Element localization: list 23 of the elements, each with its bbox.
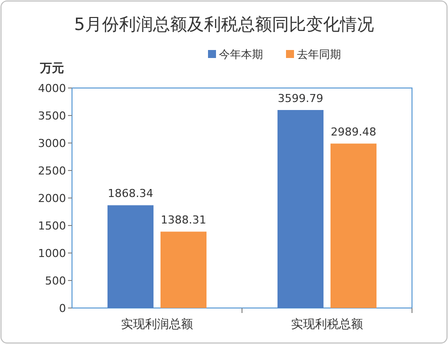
y-tick-label: 3500 xyxy=(38,110,66,122)
y-tick-label: 3000 xyxy=(38,137,66,150)
y-tick-label: 1500 xyxy=(38,220,66,232)
data-label: 1868.34 xyxy=(108,187,154,200)
bar xyxy=(108,205,154,308)
x-tick-label: 实现利税总额 xyxy=(291,317,363,331)
y-axis-title: 万元 xyxy=(39,61,64,75)
legend-label: 今年本期 xyxy=(219,48,263,61)
chart-title: 5月份利润总额及利税总额同比变化情况 xyxy=(74,15,374,35)
y-tick-label: 2000 xyxy=(38,192,66,205)
bar xyxy=(278,110,324,308)
y-tick-label: 1000 xyxy=(38,247,66,260)
y-tick-label: 2500 xyxy=(38,164,66,178)
data-label: 3599.79 xyxy=(278,92,324,106)
data-label: 1388.31 xyxy=(160,214,206,227)
data-label: 2989.48 xyxy=(330,126,376,139)
y-tick-label: 4000 xyxy=(38,82,66,95)
y-tick-label: 0 xyxy=(59,302,66,315)
y-tick-label: 500 xyxy=(45,274,66,288)
legend-label: 去年同期 xyxy=(297,48,341,61)
x-tick-label: 实现利润总额 xyxy=(121,317,193,331)
bar xyxy=(160,232,206,308)
bar xyxy=(330,144,376,308)
